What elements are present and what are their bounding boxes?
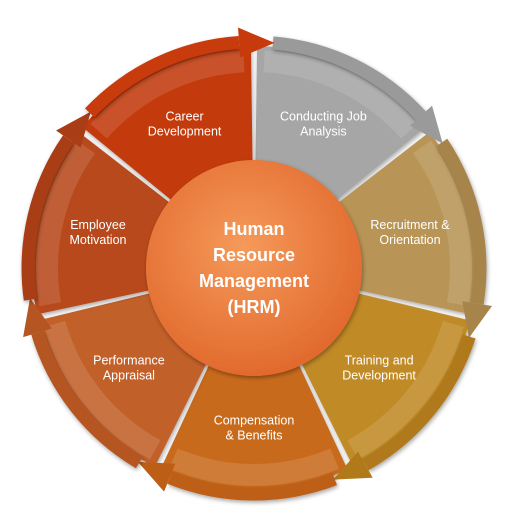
segment-label-line: Employee	[70, 218, 126, 232]
cycle-arrow	[31, 330, 143, 469]
arrows-layer	[21, 27, 492, 501]
cycle-segment	[298, 291, 470, 467]
cycle-arrow-head	[137, 461, 176, 492]
segment-highlight	[413, 140, 472, 307]
cycle-arrow	[272, 36, 426, 121]
cycle-arrow-head	[462, 301, 492, 339]
cycle-arrow	[362, 334, 476, 471]
cycle-segment	[31, 132, 175, 315]
center-hub: Human Resource Management (HRM)	[146, 160, 362, 376]
cycle-segment	[82, 46, 253, 205]
segment-label: Employee Motivation	[70, 218, 127, 247]
segment-highlight	[35, 140, 95, 307]
segment-label: Training and Development	[342, 353, 416, 382]
segment-highlight	[90, 50, 245, 139]
segment-label-line: & Benefits	[226, 429, 283, 443]
segment-label-line: Recruitment &	[370, 218, 450, 232]
segment-label: Performance Appraisal	[93, 353, 165, 382]
center-title-line: Resource	[213, 245, 295, 265]
segment-label: Recruitment & Orientation	[370, 218, 450, 247]
segment-label: Compensation & Benefits	[214, 414, 295, 443]
segment-label-line: Motivation	[70, 233, 127, 247]
segment-label-line: Performance	[93, 353, 165, 367]
segment-highlight	[169, 448, 339, 486]
segment-label-line: Compensation	[214, 414, 295, 428]
cycle-arrow	[84, 36, 240, 118]
segment-label-line: Conducting Job	[280, 109, 367, 123]
center-title-line: Management	[199, 271, 309, 291]
segment-label: Conducting Job Analysis	[280, 109, 367, 138]
labels-layer: Conducting Job Analysis Recruitment & Orien…	[70, 109, 451, 442]
cycle-segment	[333, 132, 477, 315]
segment-highlight	[347, 320, 464, 460]
segment-label-line: Appraisal	[103, 368, 155, 382]
segment-label-line: Development	[148, 124, 222, 138]
segment-label-line: Training and	[345, 353, 414, 367]
cycle-arrow	[436, 138, 487, 305]
center-title-line: (HRM)	[228, 297, 281, 317]
segment-label-line: Career	[165, 109, 203, 123]
cycle-arrow-head	[333, 451, 373, 480]
segment-highlight	[44, 320, 161, 460]
cycle-arrow-head	[238, 27, 275, 58]
cycle-arrow-head	[56, 111, 91, 148]
cycle-arrow	[167, 471, 337, 501]
center-title: Human Resource Management (HRM)	[199, 219, 309, 317]
cycle-segment	[255, 46, 426, 205]
segment-highlight	[263, 50, 418, 139]
cycle-arrow-head	[409, 105, 443, 144]
segment-label: Career Development	[148, 109, 222, 138]
segment-label-line: Development	[342, 368, 416, 382]
segments-layer	[31, 46, 477, 490]
cycle-arrow-head	[23, 298, 52, 338]
segment-label-line: Orientation	[379, 233, 440, 247]
cycle-segment	[38, 291, 210, 467]
segment-label-line: Analysis	[300, 124, 347, 138]
center-circle	[146, 160, 362, 376]
cycle-segment	[160, 358, 348, 490]
center-title-line: Human	[223, 219, 284, 239]
cycle-arrow	[21, 135, 74, 301]
